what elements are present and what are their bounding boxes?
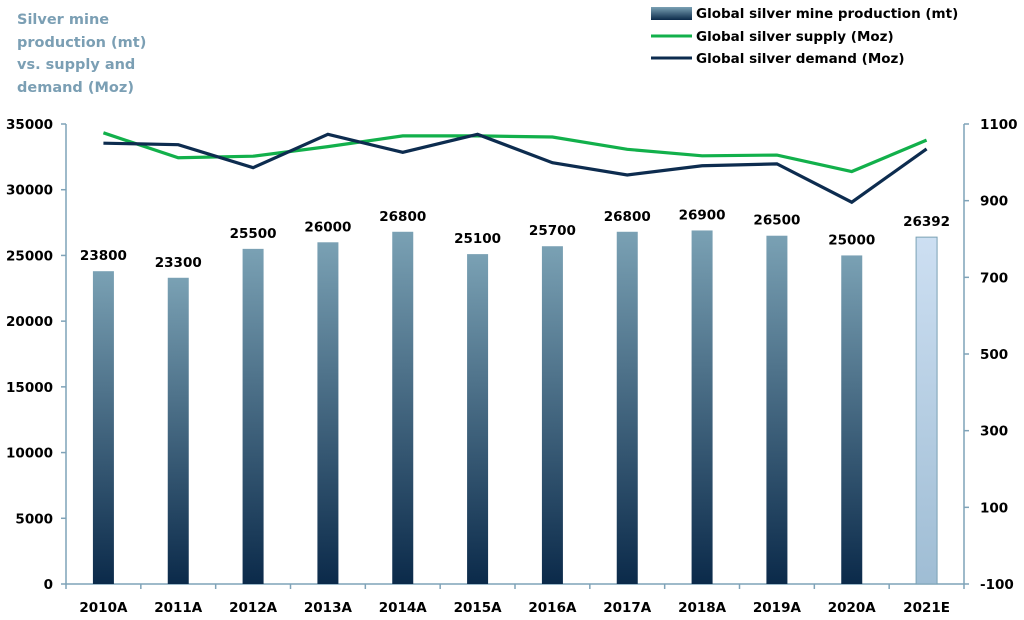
bar-data-label: 23800: [80, 248, 127, 264]
left-axis-tick-label: 30000: [6, 183, 53, 199]
bar: [467, 254, 489, 584]
right-axis-tick-label: 900: [980, 194, 1008, 210]
bar-data-label: 26800: [604, 209, 651, 225]
bar: [242, 248, 264, 584]
right-axis-tick-label: 700: [980, 270, 1008, 286]
left-axis-tick-label: 0: [44, 577, 53, 593]
bar: [616, 231, 638, 584]
bar: [317, 242, 339, 585]
bar: [691, 230, 713, 584]
right-axis-tick-label: 300: [980, 424, 1008, 440]
right-axis-tick-label: 500: [980, 347, 1008, 363]
left-axis-tick-label: 20000: [6, 314, 53, 330]
bar: [541, 246, 563, 584]
x-axis-tick-label: 2013A: [304, 600, 353, 616]
bar: [92, 271, 114, 584]
x-axis-tick-label: 2019A: [753, 600, 802, 616]
x-axis-tick-label: 2015A: [454, 600, 503, 616]
left-axis-tick-label: 10000: [6, 446, 53, 462]
bar-data-label: 26900: [679, 207, 726, 223]
left-axis-tick-label: 35000: [6, 117, 53, 133]
bar: [841, 255, 863, 584]
x-axis-tick-label: 2021E: [903, 600, 950, 616]
x-axis-tick-label: 2011A: [154, 600, 203, 616]
bar-data-label: 25500: [230, 226, 277, 242]
bar-data-label: 23300: [155, 255, 202, 271]
x-axis-tick-label: 2012A: [229, 600, 278, 616]
left-axis-tick-label: 5000: [15, 511, 53, 527]
x-axis-tick-label: 2018A: [678, 600, 727, 616]
legend-label: Global silver mine production (mt): [696, 6, 958, 22]
bar-data-label: 26392: [903, 214, 950, 230]
right-axis-tick-label: 1100: [980, 117, 1018, 133]
x-axis-tick-label: 2016A: [528, 600, 577, 616]
bar: [915, 236, 938, 585]
left-axis-tick-label: 15000: [6, 380, 53, 396]
legend-label: Global silver supply (Moz): [696, 29, 894, 45]
bar-data-label: 25700: [529, 223, 576, 239]
line-global-silver-demand-moz: [103, 132, 928, 205]
x-axis-tick-label: 2010A: [79, 600, 128, 616]
legend-swatch-production: [651, 7, 692, 20]
bar-data-label: 26500: [753, 213, 800, 229]
x-axis-tick-label: 2017A: [603, 600, 652, 616]
right-axis-tick-label: -100: [980, 577, 1014, 593]
bar: [392, 231, 414, 584]
line-global-silver-supply-moz: [102, 131, 928, 174]
bar-data-label: 25000: [828, 232, 875, 248]
x-axis-tick-label: 2014A: [379, 600, 428, 616]
chart-title: Silver mine production (mt) vs. supply a…: [17, 12, 147, 96]
bar: [167, 277, 189, 584]
bar-data-label: 25100: [454, 231, 501, 247]
bar: [766, 235, 788, 584]
bar-data-label: 26000: [304, 219, 351, 235]
left-axis-tick-label: 25000: [6, 248, 53, 264]
right-axis-tick-label: 100: [980, 500, 1008, 516]
legend-label: Global silver demand (Moz): [696, 51, 905, 67]
x-axis-tick-label: 2020A: [828, 600, 877, 616]
bar-data-label: 26800: [379, 209, 426, 225]
